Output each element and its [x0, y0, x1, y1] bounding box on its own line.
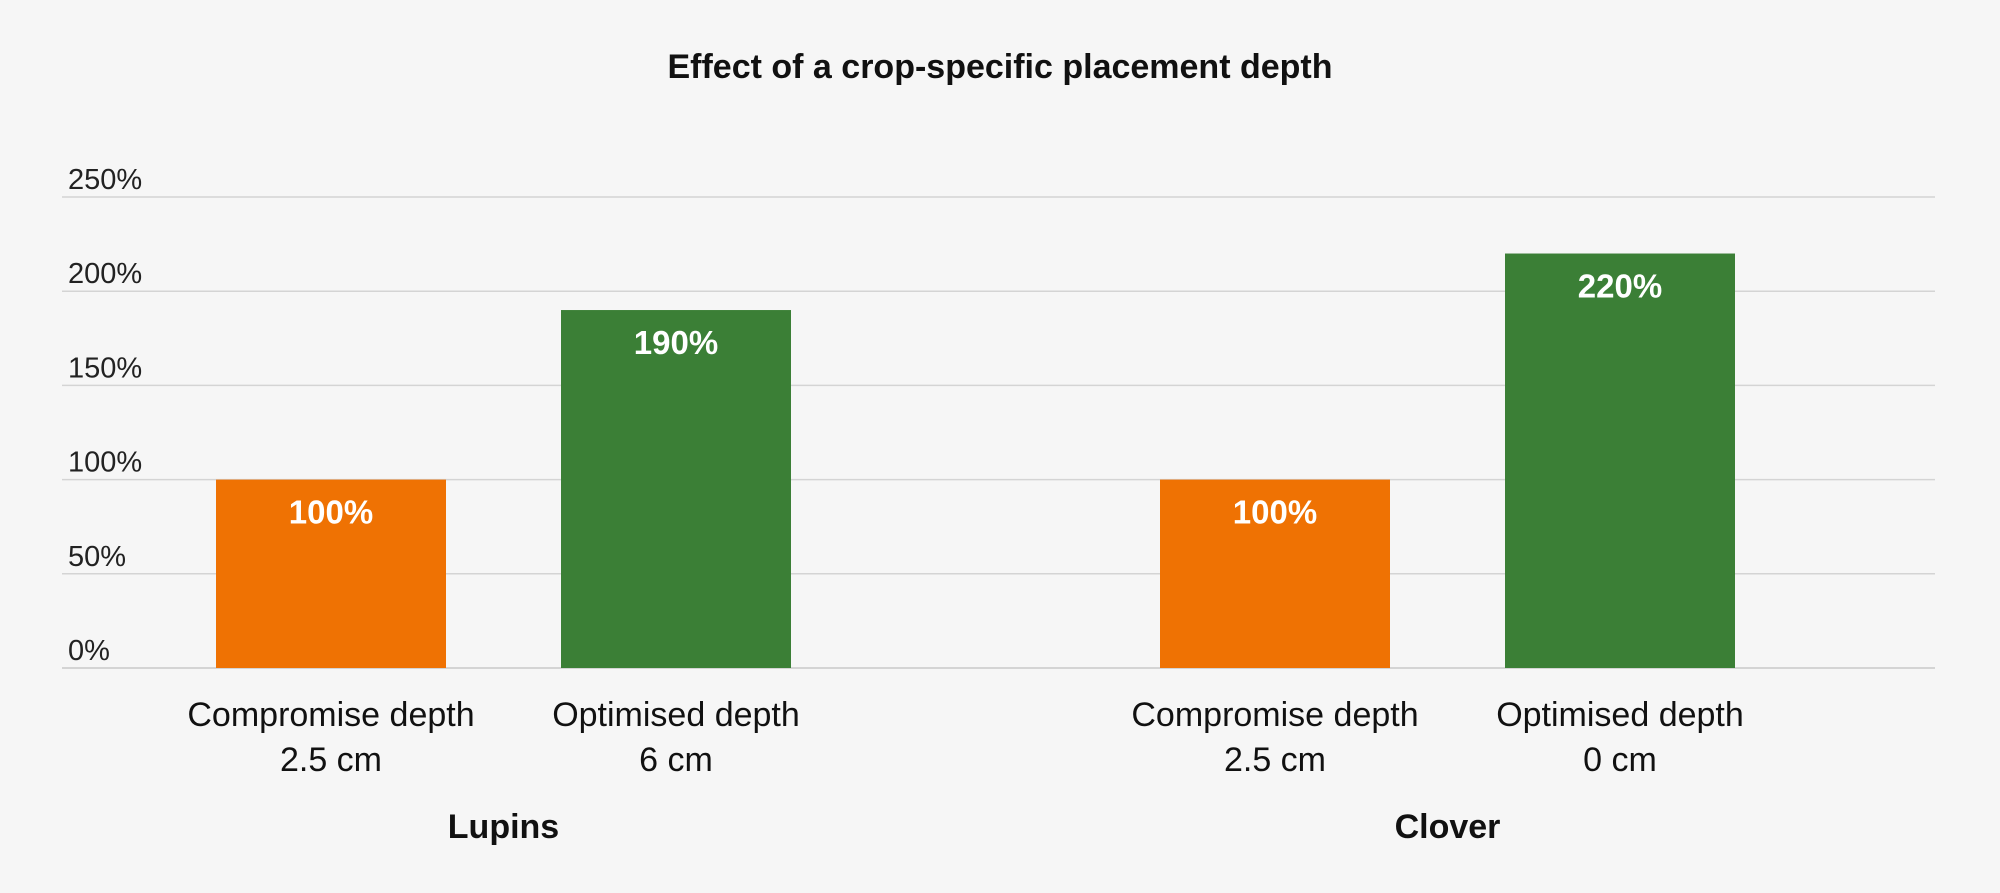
data-labels: 100% 190% 100% 220% [289, 268, 1662, 531]
y-tick-label: 200% [68, 258, 142, 290]
category-labels: Compromise depth 2.5 cm Optimised depth 6 c… [187, 696, 1743, 779]
bars [216, 253, 1735, 668]
category-label: Compromise depth [1131, 696, 1418, 734]
category-label: 6 cm [639, 741, 713, 779]
category-label: Optimised depth [1496, 696, 1744, 734]
y-tick-label: 0% [68, 635, 110, 667]
data-label: 100% [1233, 494, 1317, 531]
category-label: 0 cm [1583, 741, 1657, 779]
bar-lupins-compromise [216, 479, 446, 668]
y-tick-label: 250% [68, 164, 142, 196]
category-label: Compromise depth [187, 696, 474, 734]
bar-clover-compromise [1160, 479, 1390, 668]
category-label: Optimised depth [552, 696, 800, 734]
bar-clover-optimised [1505, 253, 1735, 668]
data-label: 190% [634, 324, 718, 361]
group-labels: Lupins Clover [448, 808, 1501, 846]
data-label: 220% [1578, 268, 1662, 305]
y-tick-label: 150% [68, 352, 142, 384]
data-label: 100% [289, 494, 373, 531]
group-label-clover: Clover [1395, 808, 1501, 846]
category-label: 2.5 cm [1224, 741, 1326, 779]
y-tick-label: 100% [68, 447, 142, 479]
bar-lupins-optimised [561, 310, 791, 668]
category-label: 2.5 cm [280, 741, 382, 779]
y-axis-ticks: 0% 50% 100% 150% 200% 250% [68, 164, 142, 667]
group-label-lupins: Lupins [448, 808, 559, 846]
y-tick-label: 50% [68, 541, 126, 573]
chart-title: Effect of a crop-specific placement dept… [667, 48, 1332, 86]
